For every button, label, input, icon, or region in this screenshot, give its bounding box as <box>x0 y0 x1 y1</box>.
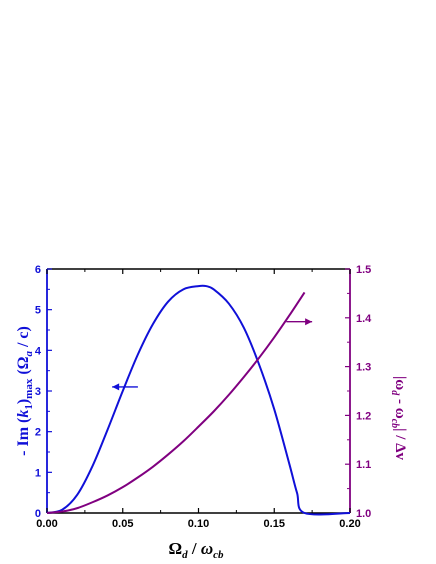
y-right-tick-label: 1.5 <box>356 264 371 276</box>
y-left-tick-label: 1 <box>35 467 41 479</box>
y-right-tick-label: 1.4 <box>356 313 372 325</box>
arrows-layer <box>112 318 313 391</box>
plot-frame <box>46 268 351 514</box>
y-right-tick-label: 1.0 <box>356 508 371 520</box>
y-left-tick-label: 5 <box>35 305 41 317</box>
series-layer <box>46 284 351 516</box>
arrow-right-head <box>305 318 313 326</box>
y-left-tick-label: 0 <box>35 508 41 520</box>
series-line-frequency-ratio <box>46 291 306 514</box>
y-right-tick-label: 1.2 <box>356 410 371 422</box>
x-tick-label: 0.10 <box>188 518 209 530</box>
x-tick-label: 0.05 <box>112 518 133 530</box>
x-tick-label: 0.00 <box>36 518 57 530</box>
y-left-tick-label: 4 <box>35 345 42 357</box>
y-left-tick-label: 6 <box>35 264 41 276</box>
y-axis-left-title: - Im (k1)max (Ωa / c) <box>15 326 35 456</box>
y-left-tick-label: 2 <box>35 427 41 439</box>
y-right-tick-label: 1.3 <box>356 362 371 374</box>
series-line-growth-rate <box>46 284 351 516</box>
x-tick-label: 0.15 <box>264 518 285 530</box>
y-right-tick-label: 1.1 <box>356 459 371 471</box>
x-tick-label: 0.20 <box>339 518 360 530</box>
arrow-left-head <box>112 383 120 391</box>
y-left-tick-label: 3 <box>35 386 41 398</box>
axis-ticks: 0.00 0.05 0.10 0.15 0.20 0 1 2 3 4 5 6 1.0 1.1 1.2 1.3 1… <box>35 264 372 530</box>
x-axis-title: Ωd / ωcb <box>168 539 224 561</box>
y-axis-right-title: |ωd - ωcb| / Δv <box>389 376 408 461</box>
